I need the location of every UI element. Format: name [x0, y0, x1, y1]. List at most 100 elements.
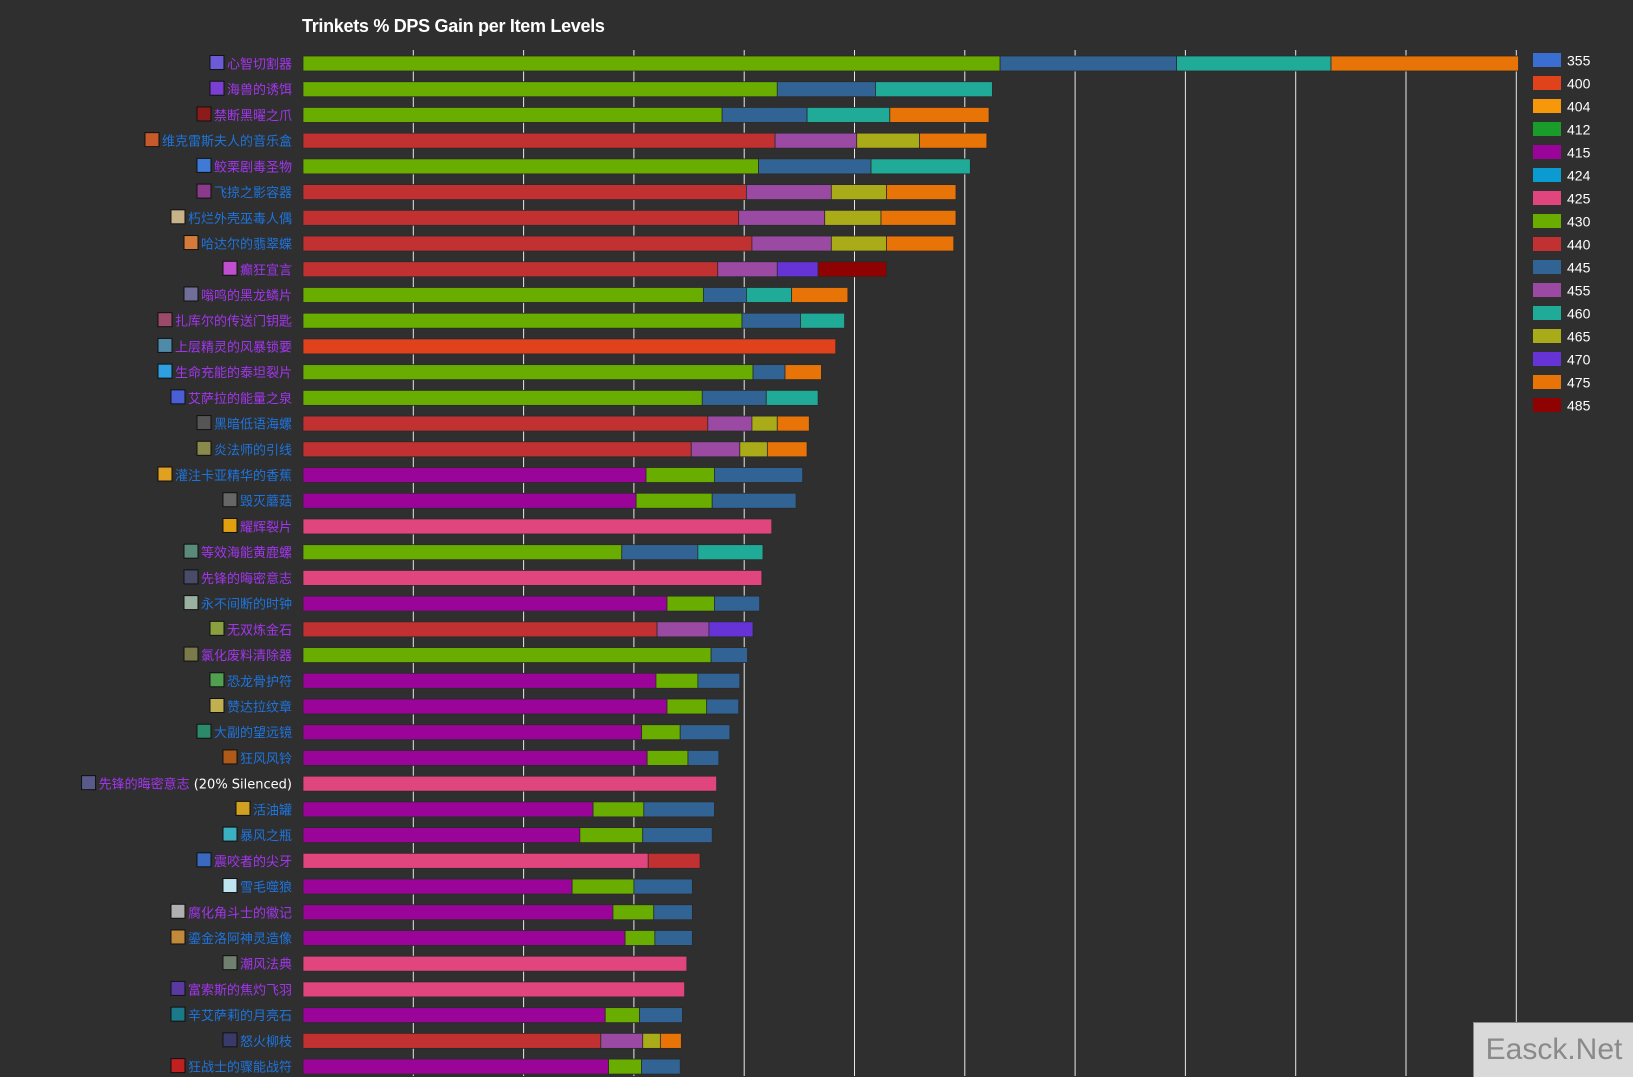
bar-stack	[302, 1007, 683, 1024]
trinket-icon	[196, 157, 212, 173]
bar-stack	[302, 415, 810, 432]
bar-segment-440	[647, 852, 701, 869]
bar-segment-430	[624, 930, 656, 946]
trinket-icon	[196, 106, 212, 122]
bar-segment-445	[706, 698, 740, 715]
trinket-icon	[183, 235, 199, 251]
bar-segment-445	[701, 389, 767, 406]
bar-segment-415	[302, 878, 573, 895]
bar-segment-430	[302, 55, 1001, 72]
bar-stacks	[302, 55, 1519, 1075]
category-label: 无双炼金石	[227, 622, 292, 638]
category-label: 生命充能的泰坦裂片	[175, 365, 292, 381]
bar-segment-415	[302, 904, 614, 921]
trinket-icon	[170, 903, 186, 919]
bar-segment-475	[886, 235, 955, 252]
bar-segment-455	[656, 621, 710, 638]
bar-segment-440	[302, 184, 747, 201]
category-label: 黑暗低语海螺	[214, 418, 292, 433]
bar-segment-475	[791, 287, 849, 303]
bar-segment-440	[302, 441, 692, 458]
bar-segment-445	[776, 81, 876, 98]
legend-label: 475	[1567, 375, 1591, 391]
trinket-icon	[183, 569, 199, 585]
bar-segment-445	[642, 827, 713, 843]
legend-swatch-440	[1533, 237, 1561, 251]
legend-label: 415	[1567, 145, 1591, 161]
category-label: 富索斯的焦灼飞羽	[188, 982, 292, 998]
legend-label: 425	[1567, 191, 1591, 207]
bar-segment-460	[800, 312, 845, 329]
bar-segment-430	[302, 389, 703, 406]
bar-segment-425	[302, 955, 688, 972]
bar-segment-470	[776, 261, 819, 278]
bar-segment-475	[880, 209, 957, 226]
watermark: Easck.Net	[1473, 1022, 1633, 1077]
legend-swatch-412	[1533, 122, 1561, 136]
bar-segment-455	[707, 415, 753, 432]
legend-label: 470	[1567, 352, 1591, 368]
legend-swatch-465	[1533, 329, 1561, 343]
bar-segment-455	[774, 132, 858, 149]
bar-segment-460	[765, 389, 819, 406]
bar-stack	[302, 209, 957, 226]
bar-stack	[302, 364, 822, 381]
bar-segment-430	[302, 81, 778, 98]
bar-stack	[302, 904, 693, 921]
trinket-icon	[222, 517, 238, 533]
category-label: 先锋的晦密意志 (20% Silenced)	[99, 777, 292, 793]
bar-segment-415	[302, 801, 594, 818]
category-label: 狂风风铃	[240, 752, 292, 767]
legend-swatch-355	[1533, 53, 1561, 67]
legend-swatch-445	[1533, 260, 1561, 274]
trinket-icon	[222, 260, 238, 276]
category-label: 灌注卡亚精华的香蕉	[175, 468, 292, 484]
bar-segment-445	[643, 801, 715, 818]
bar-segment-460	[870, 158, 971, 175]
bar-segment-440	[302, 132, 776, 149]
bar-segment-445	[641, 1058, 681, 1075]
bar-segment-425	[302, 518, 773, 535]
bar-segment-430	[302, 312, 743, 329]
bar-stack	[302, 389, 819, 406]
bar-segment-440	[302, 621, 658, 638]
trinket-icon	[222, 492, 238, 508]
legend-swatch-430	[1533, 214, 1561, 228]
legend-label: 400	[1567, 76, 1591, 92]
bar-stack	[302, 775, 718, 792]
legend-label: 355	[1567, 53, 1591, 69]
bar-segment-415	[302, 492, 637, 509]
trinket-icon	[222, 826, 238, 842]
legend-label: 424	[1567, 168, 1591, 184]
category-label: 辛艾萨莉的月亮石	[188, 1008, 292, 1024]
bar-segment-455	[600, 1032, 644, 1049]
gridlines	[412, 50, 1517, 1076]
bar-segment-465	[751, 415, 778, 432]
bar-segment-465	[824, 209, 882, 226]
bar-segment-415	[302, 1058, 609, 1075]
bar-segment-445	[653, 904, 693, 921]
bar-stack	[302, 107, 990, 123]
category-label: 狂战士的骤能战符	[188, 1060, 292, 1076]
chart-title: Trinkets % DPS Gain per Item Levels	[302, 16, 605, 36]
bar-segment-430	[635, 492, 713, 509]
category-label: 炎法师的引线	[214, 442, 292, 458]
bar-segment-445	[721, 107, 808, 123]
trinket-icon	[144, 132, 160, 148]
bar-segment-445	[714, 467, 804, 483]
category-label: 腐化角斗士的徽记	[188, 905, 292, 921]
bar-stack	[302, 1058, 681, 1075]
bar-segment-430	[571, 878, 635, 895]
bar-stack	[302, 724, 731, 741]
bar-stack	[302, 801, 715, 818]
bar-stack	[302, 235, 955, 252]
trinket-icon	[157, 312, 173, 328]
bar-segment-445	[741, 312, 801, 329]
bar-segment-430	[579, 827, 644, 843]
legend-label: 430	[1567, 214, 1591, 230]
trinket-icon	[81, 775, 97, 791]
category-label: 鎏金洛阿神灵造像	[188, 931, 292, 947]
trinket-icon	[196, 723, 212, 739]
bar-stack	[302, 184, 957, 201]
bar-segment-475	[919, 132, 988, 149]
